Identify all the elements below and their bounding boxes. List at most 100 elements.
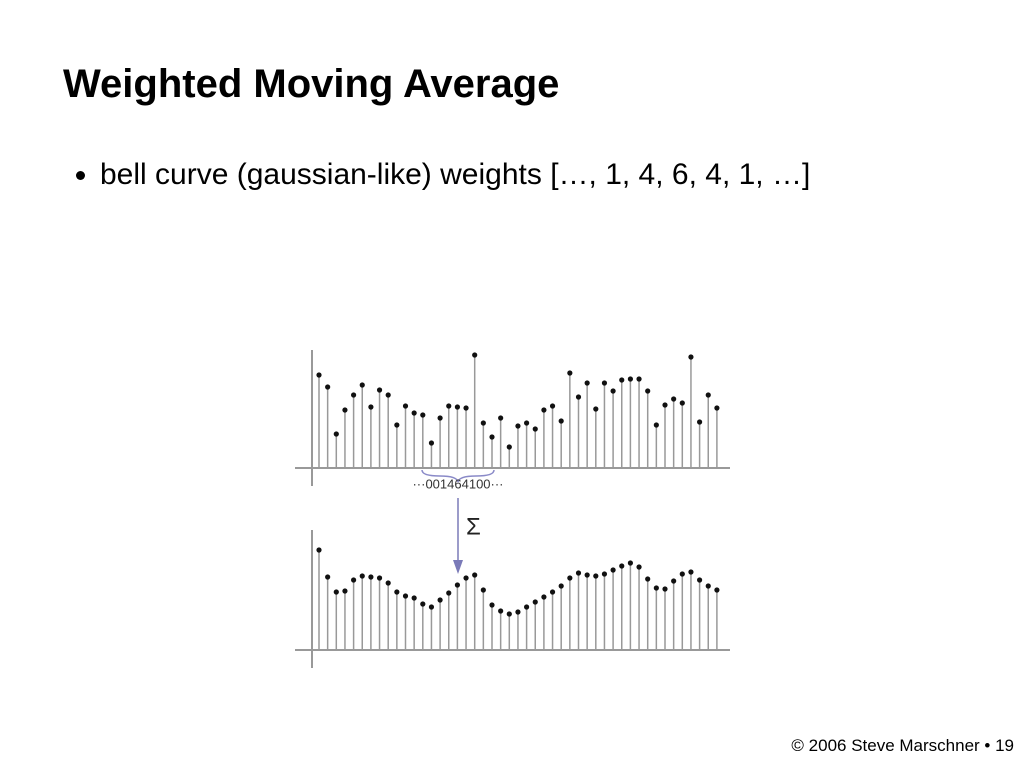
stem-dot (351, 577, 357, 583)
stem-dot (515, 609, 521, 615)
stem-dot (446, 403, 452, 409)
stem-dot (584, 572, 590, 578)
stem-dot (402, 593, 409, 599)
kernel-label: ···001464100··· (412, 476, 503, 491)
stem-dot (653, 422, 659, 428)
stem-dot (316, 372, 322, 378)
stem-dot (411, 410, 417, 416)
stem-dot (549, 403, 556, 409)
stem-dot (610, 567, 616, 573)
stem-dot (524, 420, 530, 426)
stem-dot (489, 602, 495, 608)
slide-title: Weighted Moving Average (63, 62, 560, 106)
stem-dot (385, 580, 391, 586)
stem-dot (645, 388, 651, 394)
stem-dot (463, 575, 469, 581)
stem-dot (498, 415, 504, 421)
stem-dot (697, 577, 703, 583)
stem-dot (567, 370, 573, 376)
stem-dot (679, 571, 685, 577)
stem-dot (472, 572, 478, 578)
stem-dot (506, 444, 512, 450)
stem-dot (645, 576, 651, 582)
stem-dot (584, 380, 590, 386)
stem-dot (428, 604, 435, 610)
stem-dot (342, 407, 348, 413)
stem-dot (662, 402, 668, 408)
stem-dot (705, 583, 711, 589)
stem-dot (394, 422, 400, 428)
stem-dot (359, 573, 365, 579)
stem-dot (697, 419, 703, 425)
stem-dot (446, 590, 452, 596)
stem-dot (636, 564, 642, 570)
stem-dot (325, 384, 331, 390)
stem-dot (394, 589, 400, 595)
stem-dot (619, 377, 625, 383)
stem-dot (420, 601, 426, 607)
stem-dot (671, 396, 677, 402)
stem-dot (636, 376, 642, 382)
brace (421, 469, 495, 483)
stem-dot (541, 594, 547, 600)
stem-dot (558, 418, 564, 424)
stem-dot (437, 597, 443, 603)
stem-dot (385, 392, 391, 398)
stem-dot (428, 440, 435, 446)
stem-dot (610, 388, 616, 394)
stem-dot (342, 588, 348, 594)
stem-dot (601, 571, 608, 577)
stem-dot (376, 387, 383, 393)
stem-dot (333, 589, 339, 595)
stem-dot (524, 604, 530, 610)
stem-dot (549, 589, 556, 595)
stem-dot (402, 403, 409, 409)
stem-dot (498, 608, 504, 614)
stem-dot (714, 405, 720, 411)
stem-dot (437, 415, 443, 421)
stem-dot (411, 595, 417, 601)
stem-dot (688, 569, 694, 575)
stem-dot (688, 354, 694, 360)
stem-dot (480, 420, 486, 426)
stem-dot (541, 407, 547, 413)
footer: © 2006 Steve Marschner • 19 (791, 736, 1014, 755)
stem-dot (627, 560, 634, 566)
stem-dot (480, 587, 486, 593)
stem-dot (714, 587, 720, 593)
stem-dot (662, 586, 668, 592)
stem-dot (359, 382, 365, 388)
stem-dot (558, 583, 564, 589)
stem-dot (368, 404, 374, 410)
sum-label: Σ (466, 513, 481, 540)
stem-dot (705, 392, 711, 398)
stem-dot (671, 578, 677, 584)
stem-dot (463, 405, 469, 411)
stem-dot (515, 423, 521, 429)
stem-dot (619, 563, 625, 569)
stem-dot (454, 404, 460, 410)
stem-dot (376, 575, 383, 581)
stem-dot (489, 434, 495, 440)
stem-dot (567, 575, 573, 581)
bullet: bell curve (gaussian-like) weights […, 1… (100, 158, 810, 192)
stem-dot (325, 574, 331, 580)
stem-dot (653, 585, 659, 591)
stem-dot (472, 352, 478, 358)
stem-dot (627, 376, 634, 382)
stem-dot (368, 574, 374, 580)
stem-dot (593, 406, 599, 412)
stem-dot (532, 426, 538, 432)
stem-dot (506, 611, 512, 617)
stem-dot (351, 392, 357, 398)
stem-dot (420, 412, 426, 418)
axes (295, 350, 730, 668)
stem-dot (575, 570, 582, 576)
stem-dot (575, 394, 582, 400)
stem-dot (333, 431, 339, 437)
stem-dot (316, 547, 322, 553)
stem-dot (532, 599, 538, 605)
stem-dot (593, 573, 599, 579)
stem-dot (679, 400, 685, 406)
